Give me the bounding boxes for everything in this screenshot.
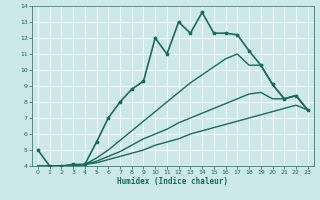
X-axis label: Humidex (Indice chaleur): Humidex (Indice chaleur): [117, 177, 228, 186]
